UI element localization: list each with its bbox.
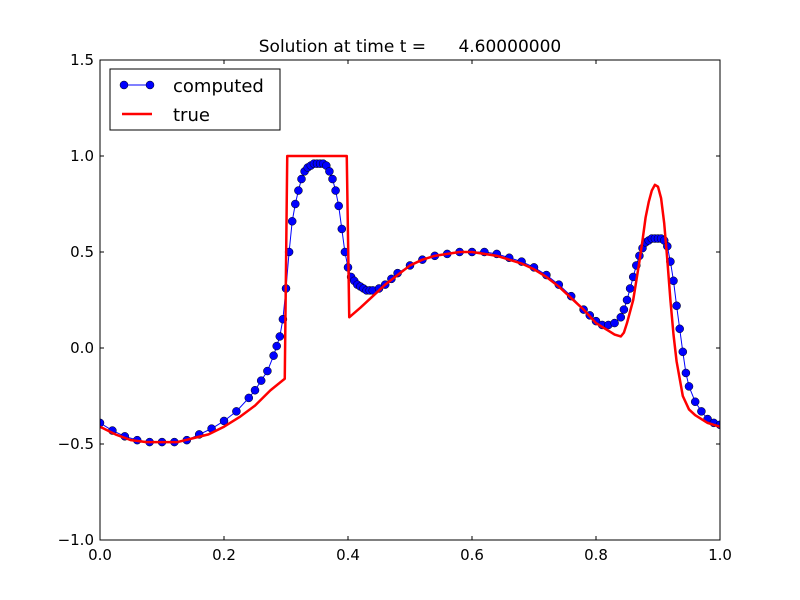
data-point <box>334 201 343 211</box>
data-point <box>275 332 285 341</box>
data-point <box>672 301 681 311</box>
x-tick-label: 0.0 <box>88 546 112 564</box>
data-point <box>291 199 300 209</box>
legend-true-label: true <box>173 105 210 126</box>
y-tick-label: 0.5 <box>70 243 94 261</box>
plot-area-frame <box>99 59 721 541</box>
data-point <box>678 347 688 357</box>
chart-title: Solution at time t = 4.60000000 <box>259 37 561 57</box>
data-point <box>100 418 105 428</box>
data-point <box>681 368 691 378</box>
legend-computed-marker-left <box>119 80 129 90</box>
data-point <box>232 407 241 416</box>
data-point <box>374 284 384 293</box>
y-axis: −1.0 −0.5 0.0 0.5 1.0 1.5 <box>58 51 720 549</box>
x-tick-label: 0.8 <box>584 546 608 564</box>
data-point <box>263 366 272 376</box>
legend: computed true <box>109 68 281 131</box>
data-point <box>684 382 694 391</box>
data-point <box>269 351 278 360</box>
y-tick-label: −0.5 <box>58 435 94 453</box>
data-point <box>328 174 337 184</box>
data-point <box>331 186 340 195</box>
data-point <box>622 295 632 305</box>
data-point <box>625 284 635 293</box>
data-point <box>669 276 678 286</box>
series-line-true <box>100 154 720 444</box>
series-layer <box>100 154 720 447</box>
data-point <box>244 393 254 403</box>
data-point <box>675 324 684 334</box>
y-tick-label: 0.0 <box>70 339 94 357</box>
legend-computed-marker-right <box>145 80 155 90</box>
x-tick-label: 0.2 <box>212 546 236 564</box>
data-point <box>616 313 626 322</box>
data-point <box>325 167 334 176</box>
data-point <box>250 385 260 395</box>
data-point <box>272 341 281 351</box>
data-point <box>294 186 303 195</box>
data-point <box>297 174 306 184</box>
data-point <box>256 376 266 385</box>
x-axis: 0.0 0.2 0.4 0.6 0.8 1.0 <box>88 60 732 564</box>
x-tick-label: 0.6 <box>460 546 484 564</box>
data-point <box>697 407 706 416</box>
data-point <box>287 217 297 226</box>
legend-computed-label: computed <box>173 76 264 97</box>
data-point <box>619 305 629 314</box>
data-point <box>566 291 576 301</box>
data-point <box>610 318 619 328</box>
data-point <box>219 416 229 426</box>
data-point <box>690 397 700 407</box>
legend-frame <box>109 68 281 131</box>
data-point <box>337 224 347 234</box>
x-tick-label: 1.0 <box>708 546 732 564</box>
y-tick-label: 1.0 <box>70 147 94 165</box>
y-tick-label: 1.5 <box>70 51 94 69</box>
y-tick-label: −1.0 <box>58 531 94 549</box>
x-tick-label: 0.4 <box>336 546 360 564</box>
